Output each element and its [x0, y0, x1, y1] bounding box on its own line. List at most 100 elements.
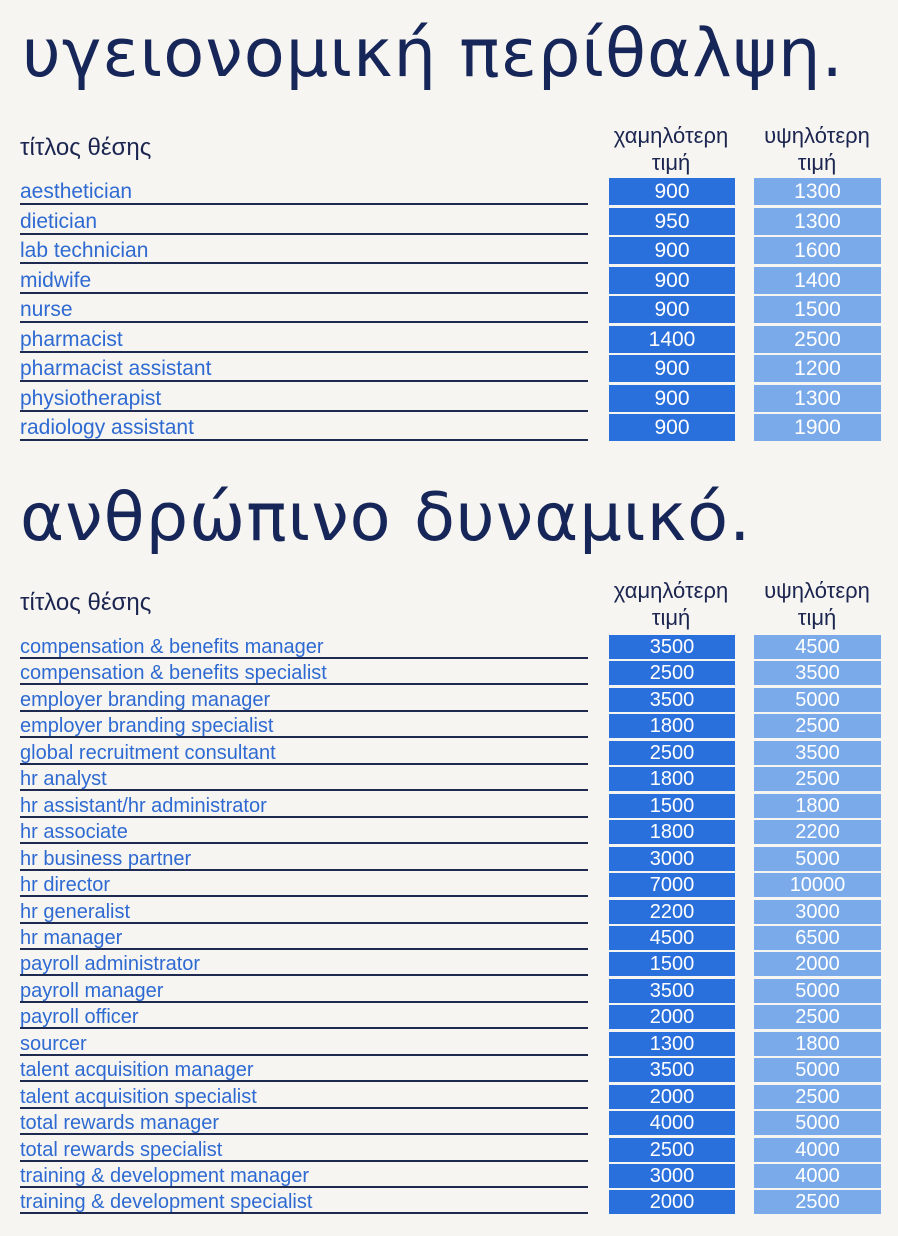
table-row: employer branding specialist 1800 2500: [0, 713, 898, 740]
low-value-header: χαμηλότερη τιμή: [613, 578, 729, 630]
table-row: talent acquisition manager 3500 5000: [0, 1057, 898, 1084]
job-title: hr business partner: [20, 846, 588, 871]
job-title: talent acquisition specialist: [20, 1084, 588, 1109]
table-row: pharmacist assistant 900 1200: [0, 354, 898, 384]
table-row: lab technician 900 1600: [0, 236, 898, 266]
high-value-cell: 3500: [754, 740, 881, 765]
job-title: talent acquisition manager: [20, 1057, 588, 1083]
high-value-cell: 1400: [754, 266, 881, 294]
table-row: training & development manager 3000 4000: [0, 1163, 898, 1190]
high-value-cell: 1900: [754, 414, 881, 441]
low-value-cell: 4500: [609, 925, 735, 950]
high-value-cell: 5000: [754, 978, 881, 1003]
high-value-cell: 4000: [754, 1164, 881, 1188]
job-title: total rewards specialist: [20, 1137, 588, 1162]
high-value-cell: 2500: [754, 1084, 881, 1109]
job-title: hr generalist: [20, 899, 588, 924]
low-value-cell: 3000: [609, 1164, 735, 1188]
low-value-cell: 2200: [609, 899, 735, 924]
job-title: midwife: [20, 266, 588, 294]
table-row: payroll officer 2000 2500: [0, 1004, 898, 1031]
table-row: hr manager 4500 6500: [0, 925, 898, 952]
low-value-cell: 2000: [609, 1005, 735, 1030]
low-value-cell: 7000: [609, 873, 735, 898]
low-value-cell: 900: [609, 384, 735, 412]
low-value-cell: 3500: [609, 687, 735, 712]
low-value-cell: 2500: [609, 1137, 735, 1162]
high-value-cell: 1300: [754, 178, 881, 205]
low-value-cell: 2000: [609, 1190, 735, 1215]
high-value-cell: 1500: [754, 296, 881, 323]
job-title: dietician: [20, 207, 588, 235]
job-title: payroll officer: [20, 1004, 588, 1030]
low-value-cell: 2500: [609, 661, 735, 686]
section-title: υγειονομική περίθαλψη.: [22, 14, 844, 92]
job-title: training & development specialist: [20, 1189, 588, 1215]
table-row: hr generalist 2200 3000: [0, 899, 898, 926]
job-title: employer branding manager: [20, 687, 588, 712]
low-value-cell: 900: [609, 296, 735, 323]
job-title: hr associate: [20, 819, 588, 845]
high-value-cell: 2500: [754, 1190, 881, 1215]
table-row: talent acquisition specialist 2000 2500: [0, 1084, 898, 1111]
section-title: ανθρώπινο δυναμικό.: [20, 478, 752, 556]
table-row: payroll manager 3500 5000: [0, 978, 898, 1005]
high-value-cell: 1600: [754, 237, 881, 264]
job-title: pharmacist: [20, 325, 588, 353]
job-title: hr director: [20, 872, 588, 898]
job-title: hr manager: [20, 925, 588, 950]
job-title: physiotherapist: [20, 384, 588, 412]
job-title: employer branding specialist: [20, 713, 588, 739]
high-value-cell: 2500: [754, 1005, 881, 1030]
high-value-cell: 5000: [754, 1058, 881, 1083]
low-value-cell: 900: [609, 178, 735, 205]
table-row: training & development specialist 2000 250…: [0, 1189, 898, 1216]
table-row: compensation & benefits manager 3500 4500: [0, 634, 898, 661]
low-value-cell: 900: [609, 355, 735, 382]
high-value-cell: 3500: [754, 661, 881, 686]
table-row: physiotherapist 900 1300: [0, 384, 898, 414]
table-row: total rewards specialist 2500 4000: [0, 1137, 898, 1164]
high-value-header: υψηλότερη τιμή: [764, 578, 870, 630]
job-title: hr analyst: [20, 766, 588, 792]
table-row: midwife 900 1400: [0, 266, 898, 296]
high-value-cell: 2200: [754, 820, 881, 845]
job-title: total rewards manager: [20, 1110, 588, 1136]
job-title-header: τίτλος θέσης: [20, 589, 152, 616]
job-title: training & development manager: [20, 1163, 588, 1188]
table-row: compensation & benefits specialist 2500 35…: [0, 660, 898, 687]
low-value-cell: 900: [609, 266, 735, 294]
high-value-cell: 4000: [754, 1137, 881, 1162]
low-value-cell: 3500: [609, 978, 735, 1003]
high-value-cell: 2500: [754, 325, 881, 353]
low-value-cell: 1500: [609, 952, 735, 977]
low-value-cell: 1500: [609, 793, 735, 818]
low-value-cell: 1800: [609, 820, 735, 845]
high-value-header: υψηλότερη τιμή: [764, 123, 870, 175]
table-row: sourcer 1300 1800: [0, 1031, 898, 1058]
low-value-cell: 2500: [609, 740, 735, 765]
job-title: lab technician: [20, 236, 588, 264]
job-title: aesthetician: [20, 177, 588, 205]
table-row: global recruitment consultant 2500 3500: [0, 740, 898, 767]
table-row: aesthetician 900 1300: [0, 177, 898, 207]
job-title: nurse: [20, 295, 588, 323]
job-title: global recruitment consultant: [20, 740, 588, 765]
low-value-cell: 1800: [609, 767, 735, 792]
low-value-cell: 1400: [609, 325, 735, 353]
healthcare-section: υγειονομική περίθαλψη. τίτλος θέσης χαμη…: [0, 0, 898, 450]
high-value-cell: 1200: [754, 355, 881, 382]
low-value-cell: 1800: [609, 714, 735, 739]
low-value-cell: 3500: [609, 635, 735, 659]
high-value-cell: 1300: [754, 207, 881, 235]
table-row: hr director 7000 10000: [0, 872, 898, 899]
job-title: sourcer: [20, 1031, 588, 1056]
low-value-cell: 900: [609, 414, 735, 441]
high-value-cell: 2500: [754, 714, 881, 739]
job-title: radiology assistant: [20, 413, 588, 441]
low-value-cell: 3500: [609, 1058, 735, 1083]
low-value-cell: 2000: [609, 1084, 735, 1109]
table-row: hr assistant/hr administrator 1500 1800: [0, 793, 898, 820]
high-value-cell: 5000: [754, 1111, 881, 1136]
